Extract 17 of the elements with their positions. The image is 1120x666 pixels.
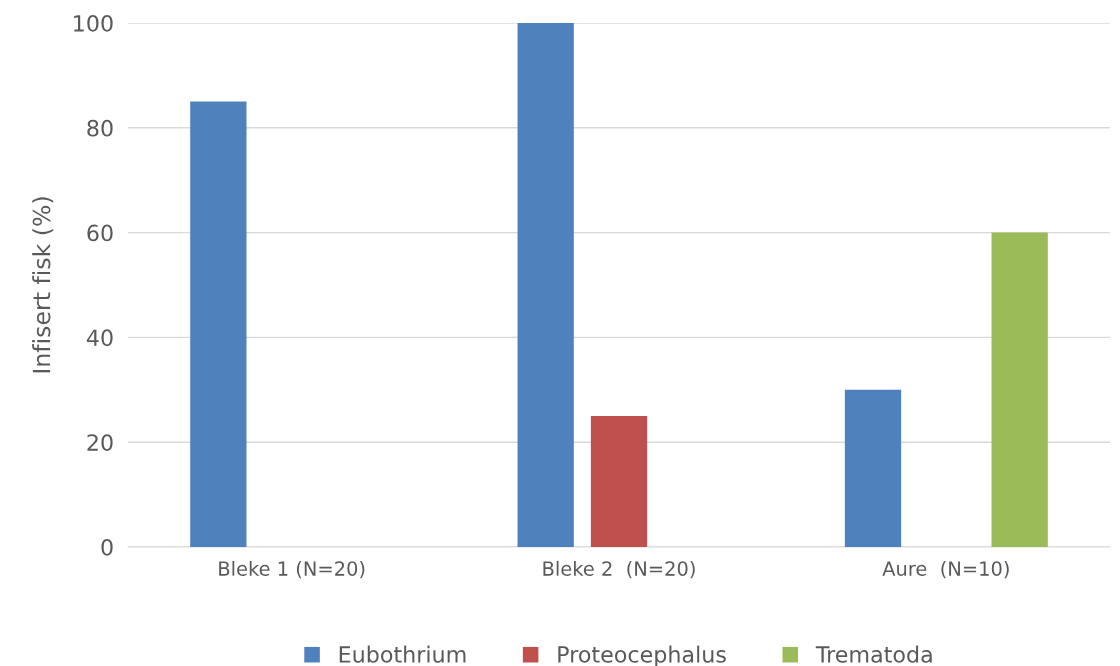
bar (190, 101, 247, 547)
y-tick-label: 40 (86, 329, 113, 347)
bar (991, 232, 1048, 547)
y-tick-label: 0 (101, 538, 113, 556)
y-tick-label: 80 (87, 119, 113, 137)
legend-label: Eubothrium (339, 645, 466, 663)
bar (590, 416, 648, 547)
y-tick-label: 60 (87, 224, 113, 242)
y-axis-title: Infisert fisk (%) (32, 197, 54, 373)
bar (844, 389, 902, 547)
bar (517, 23, 574, 547)
x-tick-label: Aure (N=10) (882, 560, 1009, 579)
legend-label: Trematoda (815, 645, 932, 663)
x-tick-label: Bleke 2 (N=20) (543, 560, 695, 579)
x-tick-label: Bleke 1 (N=20) (219, 560, 365, 579)
y-tick-label: 100 (74, 14, 113, 32)
y-tick-label: 20 (87, 434, 113, 451)
